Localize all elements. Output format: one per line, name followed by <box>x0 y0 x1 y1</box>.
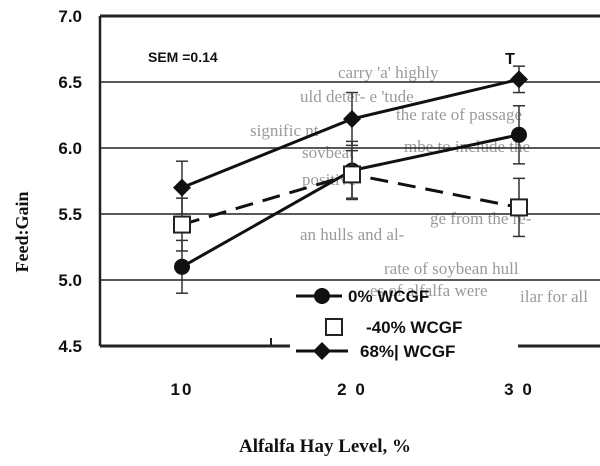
y-tick-label: 5.5 <box>58 205 82 224</box>
background-text-fragment: signific nt <box>250 121 319 140</box>
background-text-fragment: ilar for all <box>520 287 588 306</box>
data-point-square <box>343 165 361 184</box>
sem-annotation: SEM =0.14 <box>148 49 218 65</box>
data-point-diamond <box>343 109 361 128</box>
trend-marker-annotation: T <box>505 51 515 68</box>
legend-entry-2: -40% WCGF <box>325 318 462 337</box>
data-point-square <box>325 318 343 336</box>
background-text-fragment: es of alfalfa were <box>370 281 488 300</box>
legend: 0% WCGF -40% WCGF 68%| WCGF <box>282 287 600 366</box>
data-series <box>173 65 528 294</box>
y-tick-label: 5.0 <box>58 271 82 290</box>
legend-label: 68%| WCGF <box>360 342 455 361</box>
data-point-circle <box>314 288 330 304</box>
data-point-diamond <box>313 342 331 360</box>
y-axis-title: Feed:Gain <box>12 192 32 273</box>
x-tick-label: 2 0 <box>337 380 367 399</box>
background-text-fragment: an hulls and al- <box>300 225 405 244</box>
x-tick-labels: 10 2 0 3 0 <box>171 380 534 399</box>
data-point-circle <box>511 126 527 143</box>
background-text-fragment: the rate of passage <box>396 105 522 124</box>
y-tick-label: 7.0 <box>58 7 82 26</box>
series-3 <box>173 65 528 215</box>
data-point-circle <box>174 258 190 275</box>
series-2 <box>173 149 528 252</box>
background-text-fragment: uld deter- e 'tude <box>300 87 414 106</box>
data-point-diamond <box>510 70 528 89</box>
legend-label: 0% WCGF <box>348 287 429 306</box>
y-tick-labels: 4.5 5.0 5.5 6.0 6.5 7.0 <box>58 7 82 356</box>
data-point-square <box>173 215 191 234</box>
x-tick-label: 10 <box>171 380 194 399</box>
background-text-fragment: carry 'a' highly <box>338 63 439 82</box>
data-point-square <box>510 198 528 217</box>
legend-entry-3: 68%| WCGF <box>296 342 455 361</box>
x-axis-title: Alfalfa Hay Level, % <box>239 436 411 457</box>
y-tick-label: 4.5 <box>58 337 82 356</box>
y-tick-label: 6.0 <box>58 139 82 158</box>
y-tick-label: 6.5 <box>58 73 82 92</box>
x-tick-label: 3 0 <box>504 380 534 399</box>
legend-entry-1: 0% WCGF <box>296 287 429 306</box>
legend-label: -40% WCGF <box>366 318 462 337</box>
data-point-diamond <box>173 178 191 197</box>
background-text-fragment: rate of soybean hull <box>384 259 519 278</box>
